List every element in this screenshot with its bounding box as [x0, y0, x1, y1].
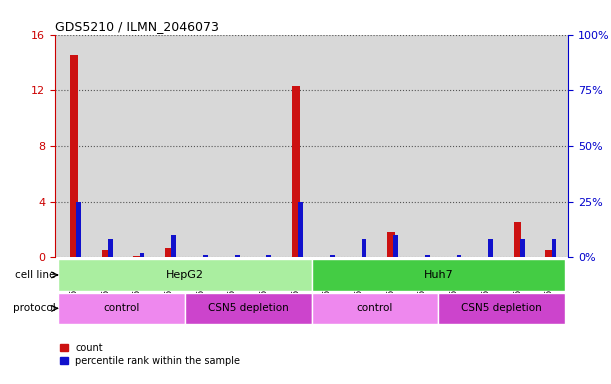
Bar	[266, 255, 271, 257]
Bar	[165, 248, 173, 257]
Bar	[545, 250, 553, 257]
Bar	[76, 202, 81, 257]
Bar	[520, 240, 525, 257]
Bar	[456, 255, 461, 257]
Text: CSN5 depletion: CSN5 depletion	[461, 303, 542, 313]
Text: Huh7: Huh7	[423, 270, 453, 280]
Legend: count, percentile rank within the sample: count, percentile rank within the sample	[60, 343, 240, 366]
Bar	[108, 240, 113, 257]
Bar	[292, 86, 300, 257]
Text: HepG2: HepG2	[166, 270, 204, 280]
Bar	[312, 259, 565, 291]
Text: protocol: protocol	[13, 303, 56, 313]
Bar	[58, 259, 312, 291]
Bar	[488, 240, 493, 257]
Text: control: control	[103, 303, 140, 313]
Bar	[425, 255, 430, 257]
Bar	[203, 255, 208, 257]
Bar	[172, 235, 176, 257]
Text: GDS5210 / ILMN_2046073: GDS5210 / ILMN_2046073	[55, 20, 219, 33]
Bar	[330, 255, 335, 257]
Bar	[133, 256, 141, 257]
Bar	[362, 240, 366, 257]
Text: control: control	[357, 303, 393, 313]
Bar	[70, 55, 78, 257]
Bar	[312, 293, 438, 324]
Bar	[393, 235, 398, 257]
Bar	[438, 293, 565, 324]
Bar	[387, 232, 395, 257]
Bar	[514, 222, 522, 257]
Bar	[235, 255, 240, 257]
Bar	[58, 293, 185, 324]
Bar	[140, 253, 144, 257]
Text: CSN5 depletion: CSN5 depletion	[208, 303, 288, 313]
Bar	[552, 240, 557, 257]
Bar	[185, 293, 312, 324]
Text: cell line: cell line	[15, 270, 56, 280]
Bar	[101, 250, 109, 257]
Bar	[298, 202, 303, 257]
